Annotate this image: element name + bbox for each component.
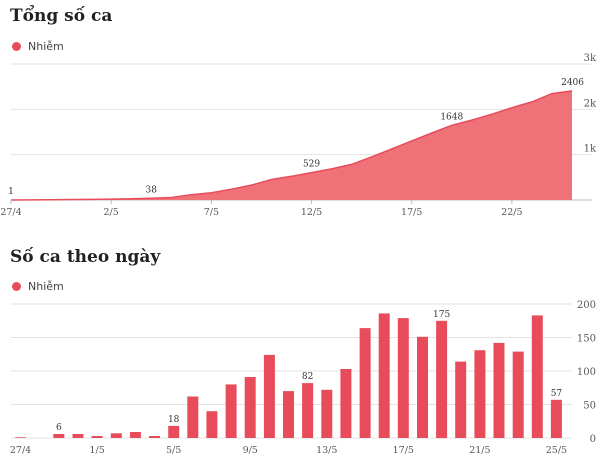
x-tick-label: 1/5 <box>89 445 104 456</box>
bar <box>512 351 524 438</box>
daily-cases-chart: 0 50 100 150 200 27/4 1/5 5/5 9/5 13/5 17/5 21/5 25/… <box>10 300 596 456</box>
chart2-legend-label: Nhiễm <box>28 280 64 293</box>
bar <box>359 328 371 438</box>
bar <box>340 369 352 438</box>
x-tick-label: 12/5 <box>301 207 322 218</box>
x-tick-label: 13/5 <box>316 445 337 456</box>
bar <box>455 361 467 438</box>
x-tick-label: 7/5 <box>204 207 219 218</box>
chart1-legend-label: Nhiễm <box>28 40 64 53</box>
legend-marker <box>12 282 21 291</box>
y-tick-label: 3k <box>584 53 597 64</box>
bar <box>321 389 333 438</box>
chart1-legend[interactable]: Nhiễm <box>12 40 64 53</box>
data-label: 6 <box>56 423 62 433</box>
chart1-title: Tổng số ca <box>10 6 113 26</box>
bar <box>378 313 390 438</box>
data-label: 1648 <box>440 112 463 122</box>
x-tick-label: 25/5 <box>546 445 567 456</box>
x-tick-label: 27/4 <box>10 445 31 456</box>
x-tick-label: 27/4 <box>0 207 21 218</box>
bar <box>302 383 314 438</box>
data-label: 529 <box>303 160 320 170</box>
bar <box>283 391 294 438</box>
bar <box>168 425 180 438</box>
y-tick-label: 50 <box>583 401 596 412</box>
area-fill <box>11 90 572 200</box>
bar <box>417 336 428 438</box>
bar <box>53 434 65 438</box>
x-tick-label: 2/5 <box>104 207 119 218</box>
data-label: 18 <box>168 415 180 425</box>
bar <box>15 437 27 438</box>
x-tick-label: 21/5 <box>469 445 490 456</box>
x-tick-label: 5/5 <box>166 445 181 456</box>
bar <box>91 436 103 438</box>
y-tick-label: 100 <box>577 367 596 378</box>
bar <box>149 436 160 438</box>
x-tick-label: 17/5 <box>401 207 422 218</box>
data-label: 82 <box>302 372 313 382</box>
bar <box>129 432 141 438</box>
bar <box>397 318 409 438</box>
y-tick-label: 0 <box>590 434 596 445</box>
cumulative-cases-chart: 1k 2k 3k 27/4 2/5 7/5 12/5 17/5 22/5 1 38 529 1648 24… <box>0 53 597 218</box>
chart2-legend[interactable]: Nhiễm <box>12 280 64 293</box>
bar <box>531 315 543 438</box>
chart2-title: Số ca theo ngày <box>10 247 161 267</box>
data-label: 38 <box>146 185 158 195</box>
bar <box>187 396 199 438</box>
data-label: 1 <box>8 187 14 197</box>
bar <box>72 434 84 438</box>
legend-marker <box>12 42 21 51</box>
y-tick-label: 1k <box>584 144 597 155</box>
bar <box>436 320 448 439</box>
bar <box>225 384 237 438</box>
bar <box>244 377 256 438</box>
data-label: 57 <box>551 389 563 399</box>
bar <box>206 411 218 438</box>
x-tick-label: 17/5 <box>393 445 414 456</box>
y-tick-label: 200 <box>577 300 596 311</box>
y-tick-label: 2k <box>584 98 597 109</box>
bar <box>263 354 275 438</box>
x-tick-label: 22/5 <box>501 207 522 218</box>
bar <box>110 433 122 438</box>
x-tick-label: 9/5 <box>243 445 258 456</box>
data-label: 175 <box>433 310 450 320</box>
series-line <box>10 90 573 201</box>
bar <box>550 399 562 438</box>
y-tick-label: 150 <box>577 334 596 345</box>
bar <box>474 350 486 438</box>
data-label: 2406 <box>561 78 584 88</box>
bar <box>493 342 505 438</box>
